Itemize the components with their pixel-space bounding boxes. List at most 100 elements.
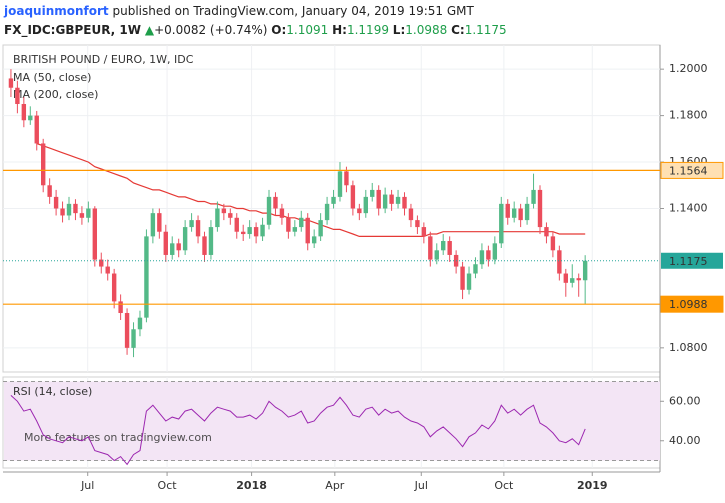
- candle-body: [79, 213, 85, 218]
- x-tick-label: 2019: [577, 479, 608, 492]
- candle-body: [511, 208, 517, 218]
- candle-body: [486, 250, 491, 260]
- candle-body: [202, 236, 207, 255]
- candle-body: [228, 213, 233, 218]
- ohlc-label: O:: [271, 23, 287, 37]
- y-tick-label: 1.2000: [669, 62, 708, 75]
- candle-body: [557, 250, 562, 274]
- candle-body: [376, 189, 381, 209]
- candle-body: [105, 266, 110, 274]
- candle-body: [86, 208, 91, 218]
- candle-body: [305, 217, 310, 244]
- candle-body: [550, 236, 556, 251]
- ohlc: O:1.1091 H:1.1199 L:1.0988 C:1.1175: [271, 23, 506, 37]
- author[interactable]: joaquinmonfort: [4, 4, 109, 18]
- x-tick-label: 2018: [236, 479, 267, 492]
- candle-body: [344, 171, 349, 186]
- y-tick-label: 40.00: [669, 434, 701, 447]
- level-label: 1.0988: [669, 298, 708, 311]
- candle-body: [460, 266, 465, 290]
- candle-body: [408, 208, 414, 221]
- publish-line: joaquinmonfort published on TradingView.…: [4, 2, 507, 21]
- candle-body: [111, 273, 117, 302]
- rsi-line: [10, 395, 586, 466]
- last-price-label: 1.1175: [669, 255, 708, 268]
- x-tick-label: Jul: [80, 479, 94, 492]
- candle-body: [47, 185, 52, 197]
- candle-body: [279, 208, 285, 218]
- candle-body: [299, 217, 304, 228]
- candle-body: [34, 115, 39, 144]
- candle-body: [241, 231, 246, 235]
- level-label-box: [660, 161, 724, 179]
- quote-line: FX_IDC:GBPEUR, 1W ▲+0.0082 (+0.74%) O:1.…: [4, 21, 507, 40]
- candle-body: [92, 208, 98, 260]
- candle-body: [150, 213, 156, 237]
- candle-body: [357, 208, 362, 214]
- candle-body: [273, 196, 278, 209]
- candle-body: [266, 196, 272, 225]
- level-label: 1.1564: [669, 164, 708, 177]
- candle-body: [195, 220, 201, 237]
- candle-body: [157, 213, 162, 232]
- candle-body: [21, 103, 27, 121]
- candle-body: [292, 227, 298, 232]
- chart-title: BRITISH POUND / EURO, 1W, IDC: [13, 53, 194, 66]
- candle-body: [382, 194, 388, 209]
- candle-body: [208, 227, 214, 255]
- ohlc-label: L:: [392, 23, 406, 37]
- candle-body: [570, 278, 575, 283]
- ohlc-value: 1.0988: [405, 23, 448, 37]
- candle-body: [260, 224, 265, 237]
- candle-body: [441, 241, 446, 251]
- candle-body: [421, 227, 427, 237]
- candle-body: [428, 236, 433, 260]
- candle-body: [473, 264, 478, 274]
- candle-body: [518, 208, 523, 221]
- candle-body: [182, 227, 188, 251]
- candle-body: [544, 227, 549, 237]
- ma-line: [36, 142, 586, 237]
- candle-body: [163, 231, 168, 255]
- y-tick-label: 1.1800: [669, 109, 708, 122]
- candle-body: [189, 220, 194, 228]
- indicator-title: RSI (14, close): [13, 385, 92, 398]
- candle-body: [363, 196, 368, 214]
- candle-body: [311, 236, 317, 244]
- candle-body: [505, 203, 510, 218]
- header: joaquinmonfort published on TradingView.…: [4, 2, 507, 40]
- candle-body: [15, 87, 20, 104]
- candle-body: [28, 115, 33, 121]
- candle-body: [124, 313, 130, 348]
- candle-body: [434, 250, 439, 260]
- symbol: FX_IDC:GBPEUR, 1W: [4, 23, 141, 37]
- candle-body: [479, 250, 485, 265]
- candle-body: [8, 78, 14, 88]
- x-tick-label: Oct: [494, 479, 514, 492]
- change: +0.0082 (+0.74%): [154, 23, 268, 37]
- candle-body: [389, 194, 394, 204]
- ohlc-value: 1.1199: [346, 23, 389, 37]
- y-tick-label: 1.1400: [669, 202, 708, 215]
- ohlc-value: 1.1091: [286, 23, 329, 37]
- candle-body: [247, 227, 252, 235]
- candle-body: [99, 259, 104, 267]
- candle-body: [40, 143, 46, 186]
- ohlc-label: H:: [332, 23, 347, 37]
- candle-body: [221, 208, 227, 214]
- candle-body: [176, 243, 181, 251]
- candle-body: [576, 278, 581, 281]
- candle-body: [170, 243, 175, 255]
- watermark: More features on tradingview.com: [24, 431, 212, 444]
- rsi-band: [4, 381, 660, 461]
- candle-body: [324, 203, 330, 221]
- candle-body: [318, 220, 323, 237]
- candle-body: [144, 236, 149, 318]
- candle-body: [73, 203, 78, 214]
- up-arrow: ▲: [144, 23, 155, 37]
- candle-body: [370, 189, 375, 197]
- candle-body: [215, 208, 220, 228]
- candle-body: [447, 241, 452, 255]
